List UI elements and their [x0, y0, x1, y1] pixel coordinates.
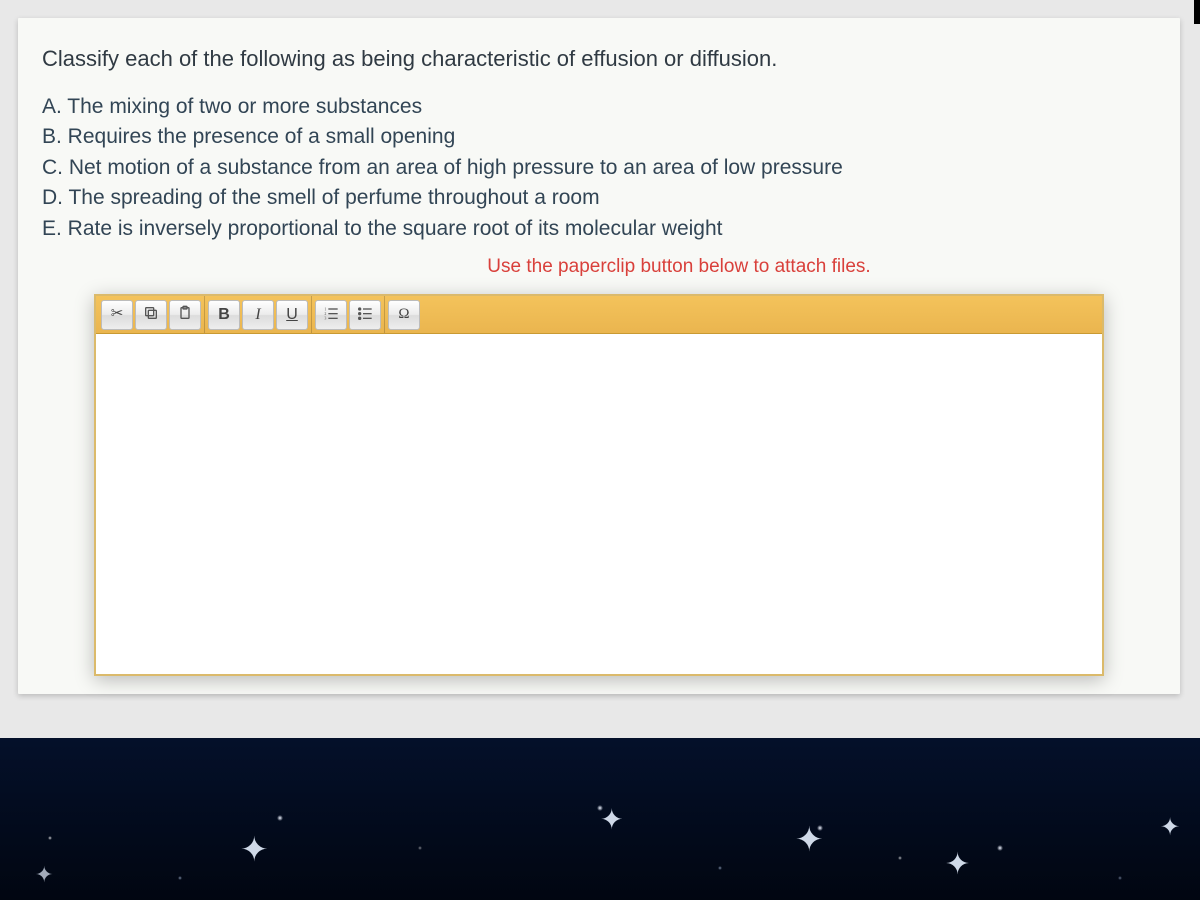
option-a: A. The mixing of two or more substances — [42, 92, 1162, 122]
unordered-list-icon — [357, 305, 373, 325]
ordered-list-button[interactable]: 1 2 3 — [315, 300, 347, 330]
svg-text:3: 3 — [324, 315, 326, 320]
list-group: 1 2 3 — [312, 296, 385, 333]
unordered-list-button[interactable] — [349, 300, 381, 330]
ordered-list-icon: 1 2 3 — [323, 305, 339, 325]
format-group: B I U — [205, 296, 312, 333]
symbol-group: Ω — [385, 296, 423, 333]
copy-icon — [143, 305, 159, 325]
underline-button[interactable]: U — [276, 300, 308, 330]
question-prompt: Classify each of the following as being … — [42, 46, 1162, 72]
screen-edge-indicator — [1194, 0, 1200, 24]
clipboard-icon — [177, 305, 193, 325]
option-e: E. Rate is inversely proportional to the… — [42, 214, 1162, 244]
insert-symbol-button[interactable]: Ω — [388, 300, 420, 330]
paste-button[interactable] — [169, 300, 201, 330]
editor-toolbar: ✂ — [96, 296, 1102, 334]
attachment-hint: Use the paperclip button below to attach… — [196, 256, 1162, 278]
omega-icon: Ω — [398, 307, 409, 322]
desktop-wallpaper-stars — [0, 738, 1200, 900]
options-list: A. The mixing of two or more substances … — [42, 92, 1162, 244]
copy-button[interactable] — [135, 300, 167, 330]
option-b: B. Requires the presence of a small open… — [42, 122, 1162, 152]
option-c: C. Net motion of a substance from an are… — [42, 153, 1162, 183]
rich-text-editor: ✂ — [94, 294, 1104, 676]
italic-button[interactable]: I — [242, 300, 274, 330]
answer-textarea[interactable] — [96, 334, 1102, 674]
cut-button[interactable]: ✂ — [101, 300, 133, 330]
scissors-icon: ✂ — [111, 307, 124, 322]
clipboard-group: ✂ — [98, 296, 205, 333]
option-d: D. The spreading of the smell of perfume… — [42, 183, 1162, 213]
bold-button[interactable]: B — [208, 300, 240, 330]
question-card: Classify each of the following as being … — [18, 18, 1180, 694]
